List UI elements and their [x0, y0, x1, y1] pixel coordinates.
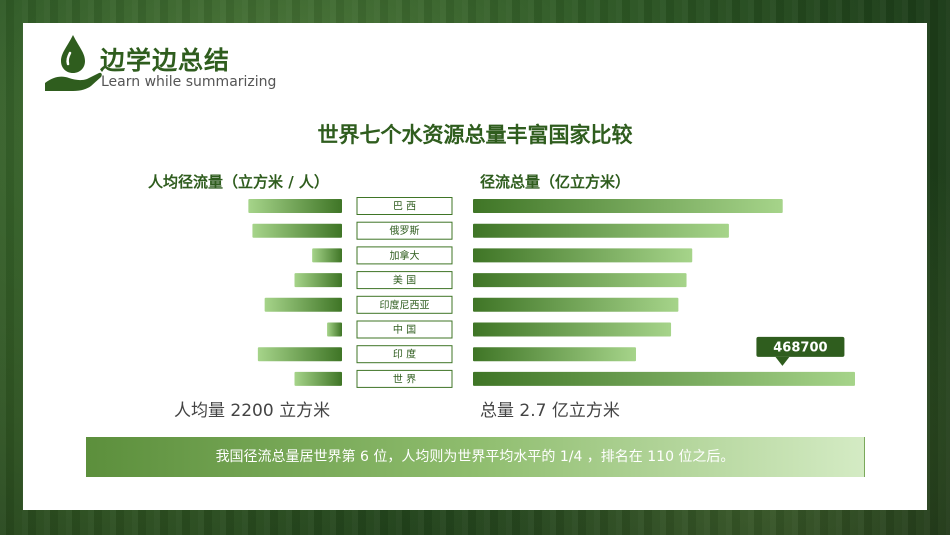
- right-bar-6: [473, 347, 637, 362]
- left-bar-1: [252, 223, 342, 238]
- left-series-heading: 人均径流量（立方米 / 人）: [148, 173, 329, 191]
- category-label-7: 世 界: [393, 373, 416, 385]
- right-series-heading: 径流总量（亿立方米）: [480, 173, 631, 191]
- category-label-box-1: [356, 221, 453, 240]
- left-bar-3: [294, 273, 342, 288]
- category-label-1: 俄罗斯: [390, 224, 420, 237]
- category-label-2: 加拿大: [390, 249, 420, 262]
- left-bar-5: [327, 322, 342, 337]
- right-bar-1: [473, 223, 729, 238]
- category-label-box-2: [356, 246, 453, 265]
- left-bar-4: [264, 297, 342, 312]
- total-summary: 总量 2.7 亿立方米: [480, 401, 620, 421]
- right-bar-2: [473, 248, 693, 263]
- water-drop-hand-icon: [45, 35, 102, 91]
- left-bar-0: [248, 199, 342, 213]
- left-bar-7: [294, 371, 342, 386]
- conclusion-note: 我国径流总量居世界第 6 位，人均则为世界平均水平的 1/4 ，排名在 110 …: [86, 437, 865, 477]
- right-bar-7: [473, 371, 855, 386]
- right-bar-4: [473, 297, 679, 312]
- right-bar-5: [473, 322, 672, 337]
- category-label-box-3: [356, 271, 453, 290]
- category-label-box-7: [356, 369, 453, 388]
- category-label-6: 印 度: [393, 348, 416, 361]
- page-subtitle: Learn while summarizing: [101, 74, 277, 90]
- callout-label: 468700: [773, 340, 827, 355]
- category-label-box-6: [356, 345, 453, 364]
- right-bar-0: [473, 199, 783, 213]
- category-label-box-5: [356, 320, 453, 339]
- value-callout: 468700: [756, 336, 845, 366]
- left-bar-2: [312, 248, 342, 263]
- category-label-5: 中 国: [393, 323, 416, 336]
- per-capita-summary: 人均量 2200 立方米: [174, 401, 331, 421]
- category-label-4: 印度尼西亚: [380, 298, 430, 311]
- category-label-0: 巴 西: [393, 201, 416, 213]
- chart-title: 世界七个水资源总量丰富国家比较: [317, 123, 633, 147]
- category-label-box-4: [356, 295, 453, 314]
- content-panel: 边学边总结 Learn while summarizing 世界七个水资源总量丰…: [23, 23, 927, 510]
- category-label-3: 美 国: [393, 274, 416, 287]
- left-bar-6: [257, 347, 342, 362]
- right-bar-3: [473, 273, 687, 288]
- page-title: 边学边总结: [100, 46, 231, 75]
- category-label-box-0: [356, 197, 453, 215]
